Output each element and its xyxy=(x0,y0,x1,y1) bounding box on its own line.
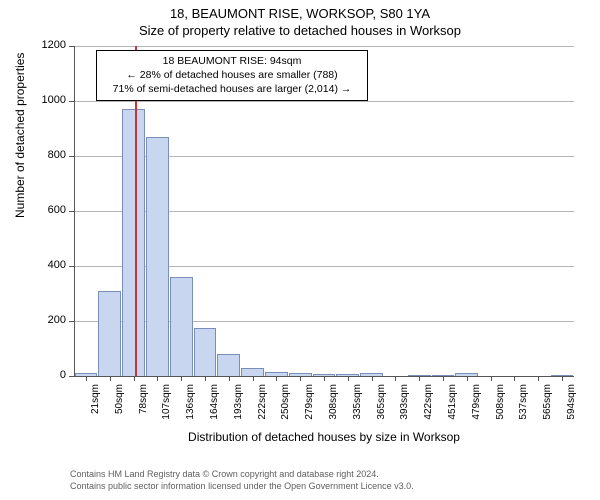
chart-subtitle: Size of property relative to detached ho… xyxy=(0,21,600,38)
xtick-mark xyxy=(419,376,420,381)
histogram-bar xyxy=(98,291,121,376)
histogram-bar xyxy=(170,277,193,376)
xtick-mark xyxy=(157,376,158,381)
xtick-label: 451sqm xyxy=(447,384,458,434)
footer-attribution: Contains HM Land Registry data © Crown c… xyxy=(70,468,414,492)
xtick-label: 393sqm xyxy=(399,384,410,434)
xtick-label: 193sqm xyxy=(233,384,244,434)
footer-line: Contains HM Land Registry data © Crown c… xyxy=(70,468,414,480)
xtick-label: 78sqm xyxy=(138,384,149,434)
xtick-mark xyxy=(467,376,468,381)
ytick-label: 800 xyxy=(32,149,66,161)
xtick-mark xyxy=(181,376,182,381)
xtick-label: 222sqm xyxy=(257,384,268,434)
xtick-mark xyxy=(229,376,230,381)
annotation-line: 18 BEAUMONT RISE: 94sqm xyxy=(103,54,361,68)
ytick-label: 1200 xyxy=(32,39,66,51)
histogram-bar xyxy=(194,328,217,376)
chart-title-address: 18, BEAUMONT RISE, WORKSOP, S80 1YA xyxy=(0,0,600,21)
annotation-box: 18 BEAUMONT RISE: 94sqm ← 28% of detache… xyxy=(96,50,368,101)
xtick-mark xyxy=(538,376,539,381)
xtick-mark xyxy=(348,376,349,381)
chart-container: { "titles": { "line1": "18, BEAUMONT RIS… xyxy=(0,0,600,500)
xtick-mark xyxy=(205,376,206,381)
xtick-mark xyxy=(253,376,254,381)
xtick-label: 250sqm xyxy=(280,384,291,434)
ytick-label: 0 xyxy=(32,369,66,381)
y-axis-line xyxy=(74,46,75,376)
xtick-mark xyxy=(86,376,87,381)
xtick-mark xyxy=(300,376,301,381)
histogram-bar xyxy=(146,137,169,376)
gridline xyxy=(74,101,574,102)
xtick-mark xyxy=(134,376,135,381)
xtick-mark xyxy=(372,376,373,381)
xtick-label: 50sqm xyxy=(114,384,125,434)
xtick-mark xyxy=(110,376,111,381)
xtick-label: 508sqm xyxy=(495,384,506,434)
histogram-bar xyxy=(217,354,240,376)
xtick-label: 107sqm xyxy=(161,384,172,434)
annotation-line: ← 28% of detached houses are smaller (78… xyxy=(103,68,361,82)
xtick-mark xyxy=(443,376,444,381)
xtick-label: 565sqm xyxy=(542,384,553,434)
xtick-mark xyxy=(562,376,563,381)
footer-line: Contains public sector information licen… xyxy=(70,480,414,492)
xtick-label: 537sqm xyxy=(518,384,529,434)
xtick-mark xyxy=(395,376,396,381)
xtick-label: 21sqm xyxy=(90,384,101,434)
xtick-mark xyxy=(276,376,277,381)
xtick-label: 365sqm xyxy=(376,384,387,434)
xtick-label: 594sqm xyxy=(566,384,577,434)
xtick-mark xyxy=(491,376,492,381)
ytick-label: 1000 xyxy=(32,94,66,106)
histogram-bar xyxy=(241,368,264,376)
xtick-label: 164sqm xyxy=(209,384,220,434)
xtick-mark xyxy=(324,376,325,381)
ytick-label: 600 xyxy=(32,204,66,216)
xtick-label: 136sqm xyxy=(185,384,196,434)
xtick-label: 479sqm xyxy=(471,384,482,434)
ytick-label: 400 xyxy=(32,259,66,271)
xtick-label: 279sqm xyxy=(304,384,315,434)
gridline xyxy=(74,46,574,47)
xtick-label: 335sqm xyxy=(352,384,363,434)
y-axis-label: Number of detached properties xyxy=(13,202,27,218)
histogram-bar xyxy=(122,109,145,376)
xtick-label: 422sqm xyxy=(423,384,434,434)
xtick-label: 308sqm xyxy=(328,384,339,434)
ytick-label: 200 xyxy=(32,314,66,326)
annotation-line: 71% of semi-detached houses are larger (… xyxy=(103,82,361,96)
xtick-mark xyxy=(514,376,515,381)
